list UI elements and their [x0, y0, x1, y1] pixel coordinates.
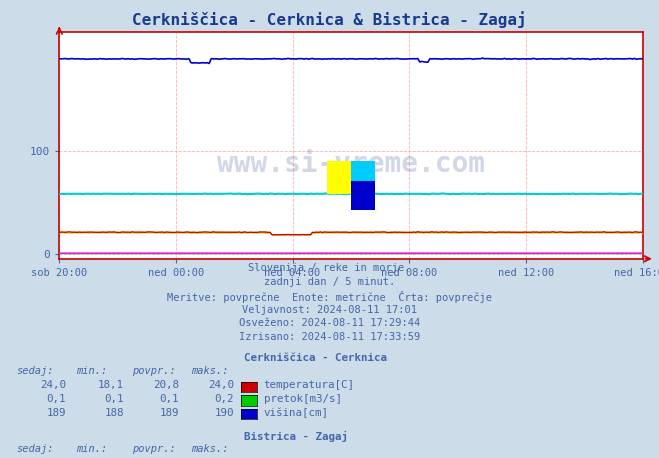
Text: 0,2: 0,2 [214, 394, 234, 404]
Bar [351, 181, 375, 210]
Text: 0,1: 0,1 [46, 394, 66, 404]
Text: povpr.:: povpr.: [132, 366, 175, 376]
Text: zadnji dan / 5 minut.: zadnji dan / 5 minut. [264, 277, 395, 287]
Text: 18,1: 18,1 [98, 380, 124, 390]
Bar [351, 161, 375, 181]
Text: 24,0: 24,0 [208, 380, 234, 390]
Bar [327, 161, 351, 194]
Text: 190: 190 [214, 408, 234, 418]
Text: Cerkniščica - Cerknica & Bistrica - Zagaj: Cerkniščica - Cerknica & Bistrica - Zaga… [132, 11, 527, 28]
Text: 189: 189 [159, 408, 179, 418]
Text: Bistrica - Zagaj: Bistrica - Zagaj [244, 431, 348, 442]
Text: Veljavnost: 2024-08-11 17:01: Veljavnost: 2024-08-11 17:01 [242, 305, 417, 315]
Text: pretok[m3/s]: pretok[m3/s] [264, 394, 341, 404]
Text: www.si-vreme.com: www.si-vreme.com [217, 150, 485, 178]
Text: 20,8: 20,8 [154, 380, 179, 390]
Text: min.:: min.: [76, 444, 107, 454]
Text: sedaj:: sedaj: [16, 444, 54, 454]
Text: Izrisano: 2024-08-11 17:33:59: Izrisano: 2024-08-11 17:33:59 [239, 332, 420, 342]
Text: višina[cm]: višina[cm] [264, 408, 329, 418]
Text: Meritve: povprečne  Enote: metrične  Črta: povprečje: Meritve: povprečne Enote: metrične Črta:… [167, 291, 492, 303]
Text: Osveženo: 2024-08-11 17:29:44: Osveženo: 2024-08-11 17:29:44 [239, 318, 420, 328]
Text: 189: 189 [46, 408, 66, 418]
Text: Slovenija / reke in morje.: Slovenija / reke in morje. [248, 263, 411, 273]
Text: temperatura[C]: temperatura[C] [264, 380, 355, 390]
Text: 188: 188 [104, 408, 124, 418]
Text: Cerkniščica - Cerknica: Cerkniščica - Cerknica [244, 353, 387, 363]
Text: povpr.:: povpr.: [132, 444, 175, 454]
Text: 0,1: 0,1 [104, 394, 124, 404]
Text: 0,1: 0,1 [159, 394, 179, 404]
Text: 24,0: 24,0 [40, 380, 66, 390]
Text: min.:: min.: [76, 366, 107, 376]
Text: maks.:: maks.: [191, 366, 229, 376]
Text: maks.:: maks.: [191, 444, 229, 454]
Text: sedaj:: sedaj: [16, 366, 54, 376]
